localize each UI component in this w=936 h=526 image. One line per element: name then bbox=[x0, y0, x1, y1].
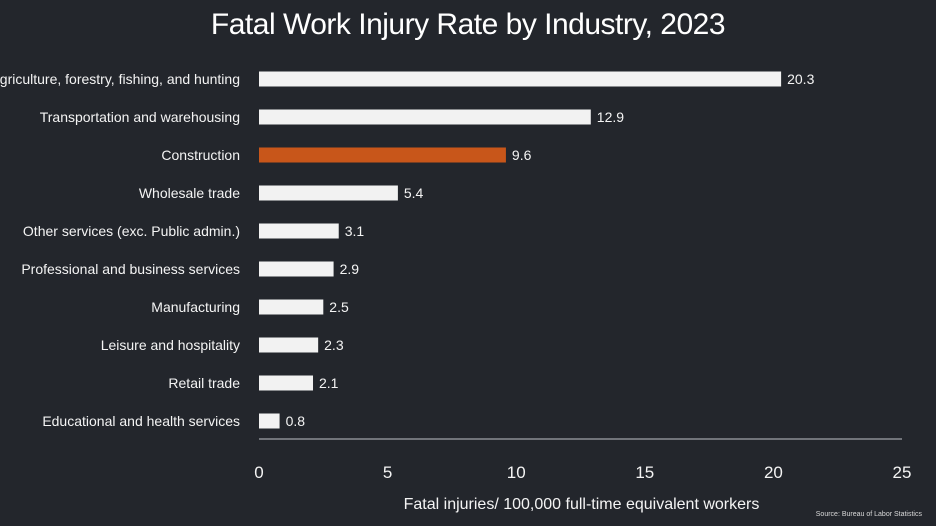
bar bbox=[259, 413, 280, 429]
x-tick-label: 20 bbox=[764, 463, 783, 482]
value-label: 2.5 bbox=[329, 299, 349, 315]
category-label: Other services (exc. Public admin.) bbox=[23, 223, 240, 239]
category-label: Retail trade bbox=[168, 375, 240, 391]
value-label: 9.6 bbox=[512, 147, 532, 163]
x-tick-label: 5 bbox=[383, 463, 392, 482]
bar bbox=[259, 375, 314, 391]
x-tick-label: 15 bbox=[635, 463, 654, 482]
bar bbox=[259, 71, 782, 87]
bar bbox=[259, 109, 591, 125]
bar bbox=[259, 185, 398, 201]
category-label: Manufacturing bbox=[151, 299, 240, 315]
category-label: Educational and health services bbox=[42, 413, 240, 429]
value-label: 2.1 bbox=[319, 375, 339, 391]
source-note: Source: Bureau of Labor Statistics bbox=[815, 511, 922, 518]
bar-highlight bbox=[259, 147, 506, 163]
bar bbox=[259, 223, 339, 239]
bar bbox=[259, 299, 324, 315]
value-label: 2.3 bbox=[324, 337, 344, 353]
x-tick-label: 10 bbox=[507, 463, 526, 482]
x-tick-label: 25 bbox=[893, 463, 912, 482]
category-label: Construction bbox=[161, 147, 240, 163]
chart-title: Fatal Work Injury Rate by Industry, 2023 bbox=[210, 8, 726, 41]
category-label: Agriculture, forestry, fishing, and hunt… bbox=[0, 71, 240, 87]
value-label: 0.8 bbox=[286, 413, 306, 429]
bar bbox=[259, 337, 319, 353]
x-tick-label: 0 bbox=[254, 463, 263, 482]
value-label: 20.3 bbox=[787, 71, 814, 87]
value-label: 3.1 bbox=[345, 223, 365, 239]
bar bbox=[259, 261, 334, 277]
category-label: Transportation and warehousing bbox=[40, 109, 240, 125]
category-label: Leisure and hospitality bbox=[101, 337, 240, 353]
value-label: 2.9 bbox=[340, 261, 360, 277]
value-label: 12.9 bbox=[597, 109, 624, 125]
value-label: 5.4 bbox=[404, 185, 424, 201]
x-axis-title: Fatal injuries/ 100,000 full-time equiva… bbox=[404, 496, 760, 513]
category-label: Professional and business services bbox=[21, 261, 240, 277]
category-label: Wholesale trade bbox=[139, 185, 240, 201]
